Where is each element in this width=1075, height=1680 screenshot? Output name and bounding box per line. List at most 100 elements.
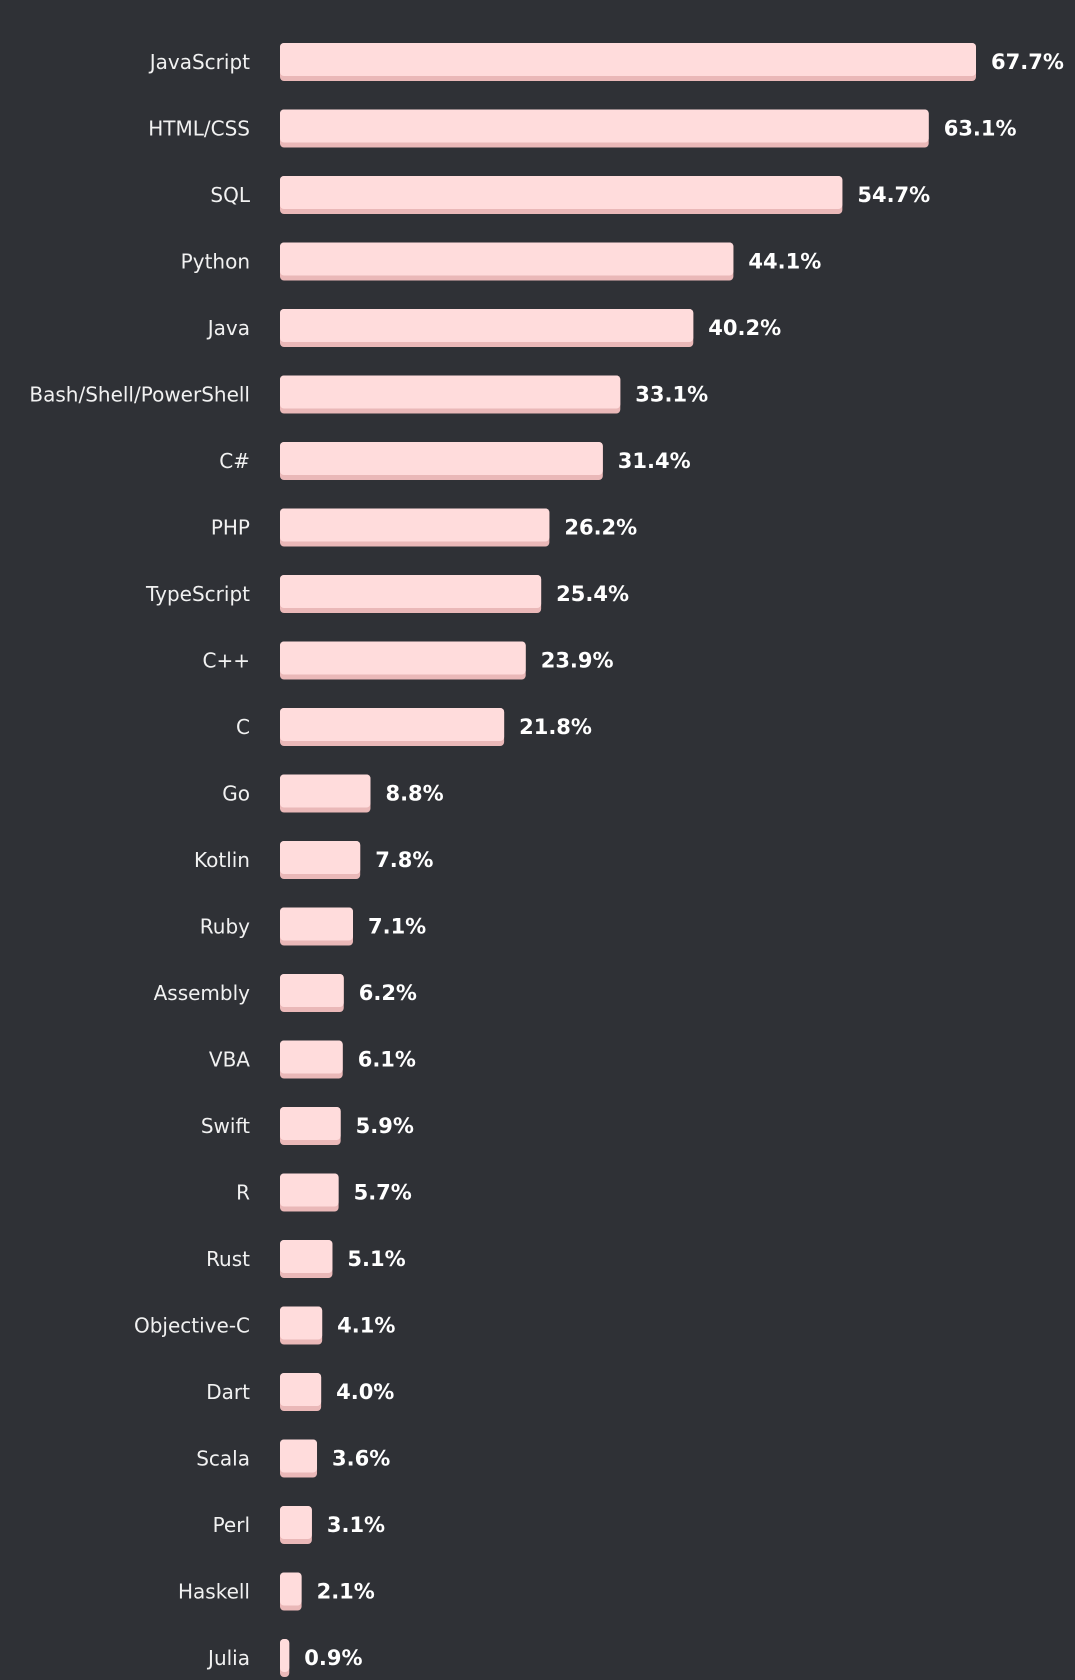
bar-group: Perl 3.1% <box>213 1506 385 1544</box>
value-label: 25.4% <box>556 582 629 606</box>
category-label: SQL <box>210 183 250 207</box>
value-label: 3.1% <box>327 1513 385 1537</box>
value-label: 3.6% <box>332 1447 390 1471</box>
category-label: C <box>236 715 250 739</box>
bar <box>280 575 542 608</box>
value-label: 54.7% <box>857 183 930 207</box>
bar-group: HTML/CSS 63.1% <box>148 109 1017 148</box>
bar-group: Objective-C 4.1% <box>134 1306 395 1345</box>
bar-group: Scala 3.6% <box>196 1439 390 1478</box>
category-label: R <box>236 1181 250 1205</box>
bar <box>280 1639 290 1672</box>
category-label: PHP <box>211 516 250 540</box>
value-label: 8.8% <box>385 782 443 806</box>
category-label: Go <box>222 782 250 806</box>
bar-group: Rust 5.1% <box>206 1240 406 1278</box>
category-label: Bash/Shell/PowerShell <box>29 383 250 407</box>
bar <box>280 841 361 874</box>
category-label: TypeScript <box>145 582 250 606</box>
value-label: 33.1% <box>635 383 708 407</box>
bar-group: Go 8.8% <box>222 774 444 813</box>
value-label: 44.1% <box>748 250 821 274</box>
bar-group: R 5.7% <box>236 1173 412 1212</box>
category-label: Julia <box>206 1646 250 1670</box>
bar <box>280 1107 341 1140</box>
bar-group: Swift 5.9% <box>201 1107 414 1145</box>
bar <box>280 442 603 475</box>
bar <box>280 907 353 941</box>
value-label: 7.8% <box>375 848 433 872</box>
bar-group: Ruby 7.1% <box>200 907 426 946</box>
bar-group: Julia 0.9% <box>206 1639 363 1677</box>
category-label: Assembly <box>154 981 251 1005</box>
category-label: VBA <box>209 1048 250 1072</box>
bar-group: SQL 54.7% <box>210 176 930 214</box>
category-label: Objective-C <box>134 1314 250 1338</box>
value-label: 5.7% <box>354 1181 412 1205</box>
category-label: C# <box>219 449 250 473</box>
value-label: 5.9% <box>356 1114 414 1138</box>
bar <box>280 176 843 209</box>
bar <box>280 1040 343 1074</box>
bar <box>280 1373 322 1406</box>
category-label: HTML/CSS <box>148 117 250 141</box>
value-label: 21.8% <box>519 715 592 739</box>
bar <box>280 1306 323 1340</box>
bar <box>280 309 694 342</box>
bar-group: Assembly 6.2% <box>154 974 417 1012</box>
bar-group: TypeScript 25.4% <box>145 575 629 613</box>
bar-group: C 21.8% <box>236 708 592 746</box>
value-label: 40.2% <box>708 316 781 340</box>
bar <box>280 1506 312 1539</box>
bar <box>280 109 929 143</box>
value-label: 6.2% <box>359 981 417 1005</box>
value-label: 4.1% <box>337 1314 395 1338</box>
bar <box>280 974 344 1007</box>
category-label: C++ <box>203 649 250 673</box>
category-label: Ruby <box>200 915 250 939</box>
bar-group: Dart 4.0% <box>206 1373 394 1411</box>
bar <box>280 375 621 409</box>
bar-group: JavaScript 67.7% <box>148 43 1064 81</box>
bar-group: Java 40.2% <box>206 309 781 347</box>
category-label: Kotlin <box>194 848 250 872</box>
bar <box>280 1240 333 1273</box>
value-label: 63.1% <box>944 117 1017 141</box>
value-label: 23.9% <box>541 649 614 673</box>
category-label: JavaScript <box>148 50 250 74</box>
bar <box>280 1572 302 1606</box>
bar-group: Kotlin 7.8% <box>194 841 433 879</box>
bar-group: C++ 23.9% <box>203 641 614 680</box>
bar <box>280 708 505 741</box>
value-label: 31.4% <box>618 449 691 473</box>
value-label: 26.2% <box>564 516 637 540</box>
bar <box>280 1439 318 1473</box>
bar <box>280 774 371 808</box>
bar <box>280 43 976 76</box>
value-label: 0.9% <box>304 1646 362 1670</box>
bar <box>280 508 550 542</box>
bar-group: C# 31.4% <box>219 442 691 480</box>
value-label: 2.1% <box>317 1580 375 1604</box>
bar-group: PHP 26.2% <box>211 508 637 547</box>
category-label: Rust <box>206 1247 250 1271</box>
category-label: Scala <box>196 1447 250 1471</box>
bar <box>280 242 734 276</box>
category-label: Perl <box>213 1513 250 1537</box>
value-label: 5.1% <box>347 1247 405 1271</box>
value-label: 4.0% <box>336 1380 394 1404</box>
category-label: Dart <box>206 1380 250 1404</box>
bar-group: Haskell 2.1% <box>178 1572 375 1611</box>
bar-group: Python 44.1% <box>181 242 821 281</box>
bar <box>280 1173 339 1207</box>
category-label: Python <box>181 250 250 274</box>
category-label: Java <box>206 316 250 340</box>
bar <box>280 641 526 675</box>
value-label: 6.1% <box>358 1048 416 1072</box>
value-label: 7.1% <box>368 915 426 939</box>
bar-group: Bash/Shell/PowerShell 33.1% <box>29 375 708 414</box>
bar-group: VBA 6.1% <box>209 1040 416 1079</box>
category-label: Swift <box>201 1114 250 1138</box>
category-label: Haskell <box>178 1580 250 1604</box>
